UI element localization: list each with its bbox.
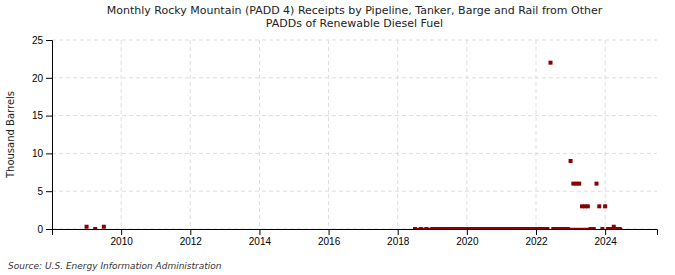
scatter-point	[577, 182, 581, 186]
y-grid-line	[52, 115, 657, 116]
x-axis-line	[53, 230, 658, 236]
scatter-point	[586, 204, 590, 208]
x-grid-line	[121, 40, 122, 229]
zero-line-segment	[415, 228, 547, 229]
x-tick-mark	[190, 229, 191, 235]
x-tick-label: 2012	[180, 236, 203, 247]
y-tick: 25	[32, 35, 52, 46]
x-grid-line	[536, 40, 537, 229]
y-axis: 0 5 10 15 20 25	[32, 35, 53, 235]
zero-line-segment	[608, 228, 623, 229]
y-tick-label: 25	[32, 35, 44, 46]
x-tick: 2020	[456, 229, 479, 247]
scatter-point	[597, 204, 601, 208]
y-axis-label: Thousand Barrels	[5, 91, 16, 179]
y-grid-line	[52, 153, 657, 154]
chart-title: Monthly Rocky Mountain (PADD 4) Receipts…	[107, 4, 603, 30]
y-tick: 20	[32, 73, 52, 84]
y-tick: 5	[37, 186, 52, 197]
x-tick: 2024	[595, 229, 618, 247]
y-axis-line	[46, 41, 53, 230]
x-tick: 2022	[525, 229, 548, 247]
scatter-point	[600, 227, 604, 229]
x-tick-mark	[467, 229, 468, 235]
y-tick: 10	[32, 148, 52, 159]
y-tick-mark	[46, 78, 52, 79]
x-axis: 2010 2012 2014 2016 2018 2020 2022 2024	[53, 229, 658, 247]
scatter-point	[603, 204, 607, 208]
x-tick-label: 2018	[387, 236, 410, 247]
scatter-point	[545, 227, 549, 229]
y-grid-line	[52, 77, 657, 78]
x-tick: 2014	[249, 229, 272, 247]
x-tick-mark	[259, 229, 260, 235]
x-grid-line	[259, 40, 260, 229]
scatter-point	[413, 227, 417, 229]
y-tick-label: 5	[37, 186, 43, 197]
y-tick-mark	[46, 229, 52, 230]
x-tick: 2018	[387, 229, 410, 247]
y-tick-label: 15	[32, 110, 44, 121]
y-grid-line	[52, 40, 657, 41]
x-grid-line	[190, 40, 191, 229]
zero-line-segment	[553, 228, 590, 229]
chart-svg: 2010 2012 2014 2016 2018 2020 2022 2024 0 5 10 15 20…	[0, 0, 675, 275]
scatter-point	[595, 182, 599, 186]
y-tick-mark	[46, 153, 52, 154]
grid	[52, 40, 657, 229]
scatter-point	[549, 61, 553, 65]
y-tick-mark	[46, 40, 52, 41]
scatter-point	[419, 227, 423, 229]
scatter-point	[618, 227, 622, 229]
scatter-point	[592, 227, 596, 229]
y-tick: 15	[32, 110, 52, 121]
x-grid-line	[328, 40, 329, 229]
source-note: Source: U.S. Energy Information Administ…	[8, 261, 222, 271]
x-tick-label: 2022	[525, 236, 548, 247]
x-grid-line	[466, 40, 467, 229]
scatter-point	[569, 159, 573, 163]
scatter-point	[93, 227, 97, 229]
x-tick-mark	[121, 229, 122, 235]
x-tick: 2016	[318, 229, 341, 247]
chart-container: 2010 2012 2014 2016 2018 2020 2022 2024 0 5 10 15 20…	[0, 0, 675, 275]
scatter-point	[85, 225, 89, 229]
x-tick-label: 2010	[111, 236, 134, 247]
x-tick-mark	[605, 229, 606, 235]
scatter-point	[566, 227, 570, 229]
y-tick-mark	[46, 116, 52, 117]
x-tick: 2010	[111, 229, 134, 247]
scatter-point	[102, 225, 106, 229]
plot-marks	[85, 61, 623, 229]
y-grid-line	[52, 191, 657, 192]
x-tick: 2012	[180, 229, 203, 247]
x-tick-mark	[398, 229, 399, 235]
x-tick-label: 2014	[249, 236, 272, 247]
scatter-point	[424, 227, 428, 229]
x-grid-line	[605, 40, 606, 229]
y-tick-label: 20	[32, 73, 44, 84]
x-tick-label: 2016	[318, 236, 341, 247]
y-tick-mark	[46, 191, 52, 192]
y-tick-label: 0	[37, 224, 43, 235]
y-tick: 0	[37, 224, 52, 235]
y-tick-label: 10	[32, 148, 44, 159]
x-tick-mark	[536, 229, 537, 235]
x-tick-mark	[329, 229, 330, 235]
x-grid-line	[397, 40, 398, 229]
x-tick-label: 2024	[595, 236, 618, 247]
x-tick-label: 2020	[456, 236, 479, 247]
